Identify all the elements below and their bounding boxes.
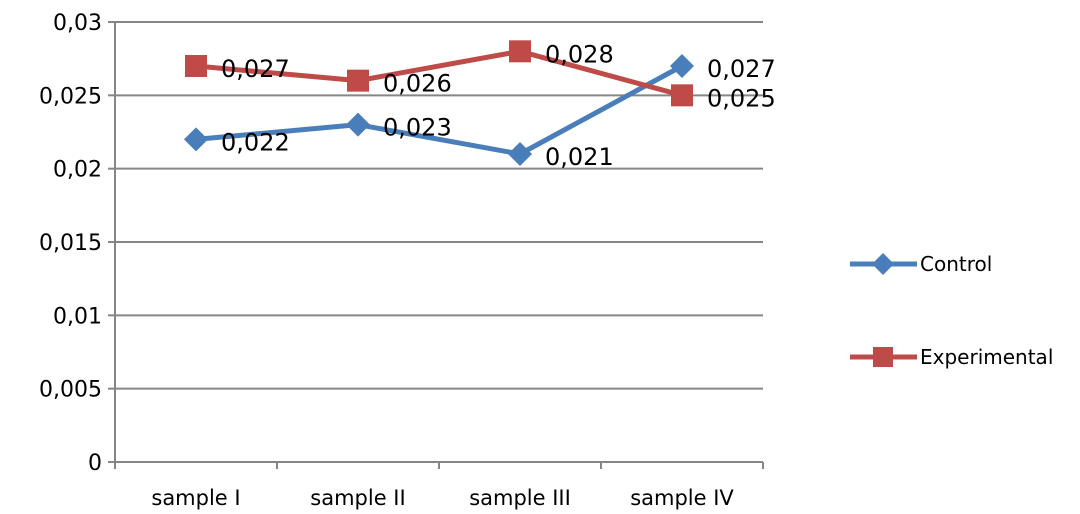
y-tick-label: 0,01: [53, 304, 102, 329]
y-tick-label: 0,02: [53, 158, 102, 183]
experimental-series-line: [195, 48, 683, 98]
control-data-point: [508, 142, 532, 166]
y-tick-label: 0,015: [39, 231, 102, 256]
y-tick-label: 0,005: [39, 378, 102, 403]
experimental-legend-marker: [873, 347, 893, 367]
control-series-line: [195, 63, 684, 157]
control-data-label: 0,022: [221, 128, 290, 156]
experimental-data-label: 0,028: [545, 40, 614, 68]
legend: Control Experimental: [850, 252, 1053, 369]
control-data-point: [184, 127, 208, 152]
experimental-data-label: 0,027: [221, 55, 290, 83]
gridlines: [115, 21, 763, 390]
control-data-point: [670, 54, 694, 78]
experimental-data-point: [671, 84, 693, 107]
experimental-data-point: [185, 55, 207, 77]
data-labels: 0,022 0,023 0,021 0,027 0,027 0,026 0,028 0,025: [221, 40, 776, 171]
control-data-point: [346, 112, 370, 137]
experimental-data-point: [347, 69, 369, 92]
x-tick-label: sample III: [469, 486, 571, 510]
x-tick-label: sample II: [310, 486, 405, 510]
control-data-label: 0,021: [545, 143, 614, 171]
control-data-label: 0,027: [707, 55, 776, 83]
series: [184, 40, 694, 166]
experimental-legend-label: Experimental: [920, 345, 1053, 369]
axes: 0 0,005 0,01 0,015 0,02 0,025 0,03 sample I samp…: [39, 11, 764, 510]
control-legend-label: Control: [920, 252, 992, 276]
experimental-data-label: 0,026: [383, 70, 452, 98]
control-data-label: 0,023: [383, 114, 452, 142]
experimental-data-label: 0,025: [707, 84, 776, 112]
experimental-data-point: [509, 40, 531, 63]
control-legend-marker: [872, 253, 894, 275]
y-tick-label: 0,025: [39, 84, 102, 109]
x-tick-label: sample I: [151, 486, 240, 510]
x-tick-label: sample IV: [630, 486, 734, 510]
y-tick-label: 0: [88, 451, 102, 476]
y-tick-label: 0,03: [53, 11, 102, 36]
